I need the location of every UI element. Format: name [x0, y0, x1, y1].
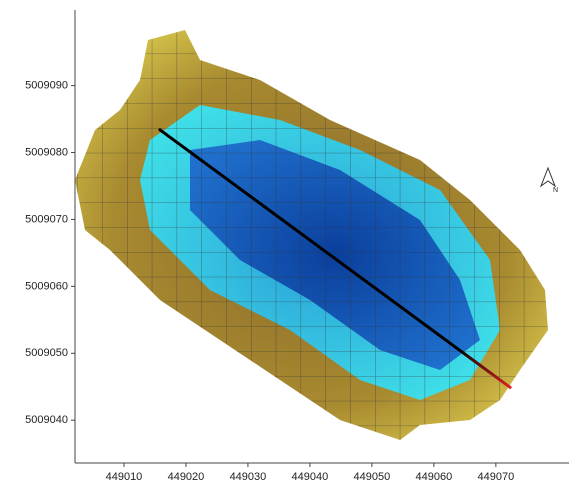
- x-tick-label: 449020: [168, 471, 205, 483]
- x-tick-label: 449050: [354, 471, 391, 483]
- y-tick-label: 5009040: [25, 414, 68, 426]
- north-label: N: [553, 187, 558, 194]
- x-tick-label: 449010: [106, 471, 143, 483]
- y-tick-label: 5009090: [25, 80, 68, 92]
- y-tick-label: 5009070: [25, 213, 68, 225]
- x-tick-label: 449070: [478, 471, 515, 483]
- x-tick-label: 449040: [292, 471, 329, 483]
- north-arrow: N: [541, 168, 558, 194]
- y-tick-label: 5009080: [25, 146, 68, 158]
- x-tick-label: 449060: [416, 471, 453, 483]
- y-tick-label: 5009050: [25, 347, 68, 359]
- y-tick-label: 5009060: [25, 280, 68, 292]
- map-view: 5009040 5009050 5009060 5009070 5009080 50090…: [0, 0, 569, 491]
- north-arrow-glyph: [541, 168, 555, 186]
- raster-grid: [0, 0, 569, 491]
- bathymetry-raster: [0, 0, 569, 491]
- x-tick-label: 449030: [230, 471, 267, 483]
